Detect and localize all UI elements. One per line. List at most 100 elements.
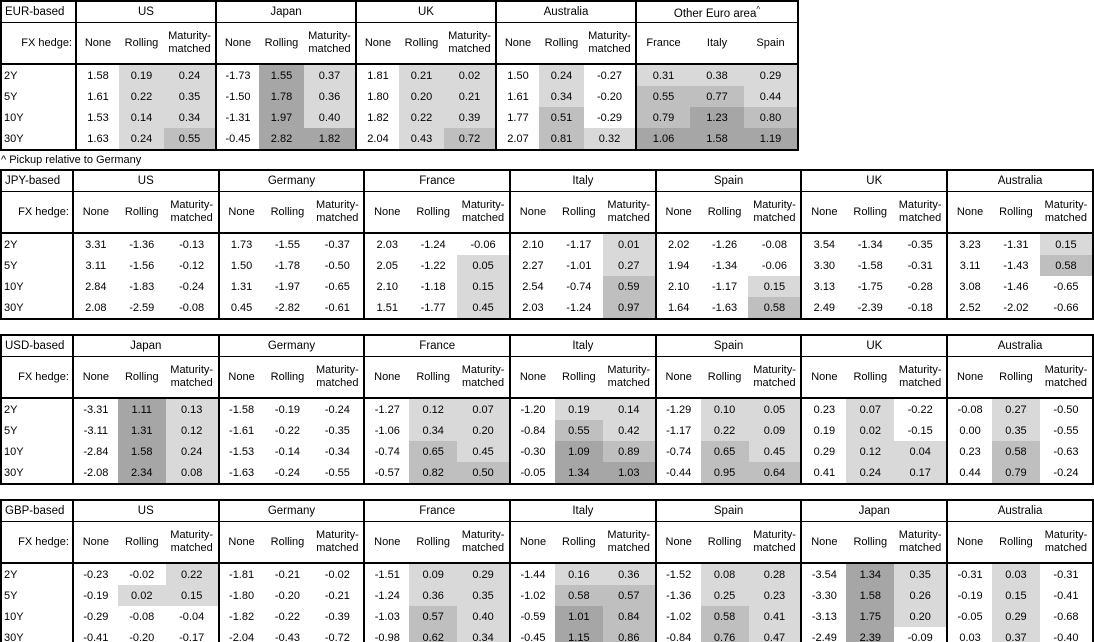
hedge-column-header: Rolling [554,521,603,564]
hedge-column-header: Maturity-matched [165,356,219,399]
hedge-column-header: Maturity-matched [748,521,802,564]
hedge-column-header: Spain [744,22,798,65]
value-cell: -1.02 [654,606,701,627]
eur-based-table: EUR-based US Japan UK Australia Other Euro ar… [0,0,799,151]
jpy-based-table: JPY-based US Germany France Italy Spain UK Aust… [0,169,1094,320]
value-cell: 1.75 [846,606,895,627]
value-cell: 0.58 [992,441,1040,462]
value-cell: -3.31 [71,398,118,420]
value-cell: 0.08 [165,462,219,484]
country-name: US [138,6,154,18]
hedge-column-header: None [509,191,555,234]
value-cell: 0.03 [992,563,1040,585]
value-cell: -0.24 [324,403,350,416]
value-cell: -2.49 [800,627,847,642]
hedge-column-header: Maturity-matched [457,356,511,399]
fx-hedge-label: FX hedge: [1,22,76,65]
value-cell: -1.51 [363,563,410,585]
country-header: Australia [946,335,1093,357]
value-cell: 0.19 [119,64,164,86]
fx-hedge-label: FX hedge: [1,356,73,399]
value-cell: -1.02 [509,585,555,606]
value-cell: -1.81 [217,563,264,585]
hedge-column-header: Rolling [992,191,1040,234]
country-header: UK [800,335,948,357]
value-cell: -1.75 [857,280,883,293]
value-cell: 0.23 [748,585,802,606]
hedge-column-header: Maturity-matched [602,356,656,399]
value-cell: -0.08 [129,610,155,623]
country-header: UK [800,170,948,192]
value-cell: -0.05 [509,462,555,484]
value-cell: 0.15 [1039,233,1093,255]
value-cell: 0.24 [539,64,584,86]
value-cell: -1.53 [217,441,264,462]
hedge-column-header: None [215,22,259,65]
value-cell: 0.19 [554,398,603,420]
value-cell: -1.34 [857,238,883,251]
country-header: Australia [946,500,1093,522]
value-cell: 0.43 [399,128,444,150]
value-cell: -0.55 [324,466,350,479]
value-cell: 0.28 [748,563,802,585]
value-cell: -1.26 [712,238,738,251]
hedge-column-header: Maturity-matched [165,521,219,564]
hedge-column-header: Rolling [700,521,749,564]
value-cell: 0.07 [846,398,895,420]
country-header: Japan [800,500,948,522]
value-cell: -0.27 [596,69,623,82]
value-cell: 0.05 [457,255,511,276]
tenor-label: 30Y [4,301,24,314]
hedge-column-header: Rolling [554,356,603,399]
value-cell: 0.34 [164,107,216,128]
value-cell: 0.13 [165,398,219,420]
value-cell: 2.34 [117,462,166,484]
value-cell: 0.84 [602,606,656,627]
value-cell: 1.09 [554,441,603,462]
hedge-column-header: None [654,356,701,399]
hedge-column-header: Maturity-matched [748,191,802,234]
value-cell: -1.73 [215,64,259,86]
value-cell: 0.41 [748,606,802,627]
value-cell: 2.05 [363,255,410,276]
value-cell: -0.40 [1053,631,1079,642]
value-cell: -3.30 [800,585,847,606]
value-cell: 0.79 [635,107,690,128]
value-cell: -0.24 [179,280,205,293]
value-cell: 2.10 [654,276,701,297]
value-cell: -0.45 [215,128,259,150]
value-cell: -1.20 [509,398,555,420]
value-cell: 0.23 [800,398,847,420]
value-cell: 0.23 [946,441,993,462]
value-cell: -0.72 [324,631,350,642]
hedge-column-header: Rolling [259,22,304,65]
value-cell: -0.55 [1053,424,1079,437]
value-cell: 0.02 [117,585,166,606]
value-cell: -0.04 [179,610,205,623]
country-header: US [75,1,216,23]
value-cell: -0.20 [274,589,300,602]
tenor-label: 10Y [4,111,24,124]
value-cell: 0.08 [700,563,749,585]
value-cell: -3.54 [800,563,847,585]
value-cell: -0.44 [654,462,701,484]
value-cell: 0.15 [992,585,1040,606]
value-cell: 2.04 [355,128,399,150]
value-cell: 0.25 [700,585,749,606]
value-cell: -1.06 [363,420,410,441]
value-cell: 0.35 [457,585,511,606]
value-cell: -1.24 [566,301,592,314]
value-cell: -1.63 [217,462,264,484]
value-cell: -1.63 [712,301,738,314]
value-cell: -1.82 [217,606,264,627]
value-cell: -0.13 [179,238,205,251]
value-cell: -1.44 [509,563,555,585]
value-cell: 3.54 [800,233,847,255]
hedge-column-header: Rolling [263,191,312,234]
value-cell: 0.31 [635,64,690,86]
value-cell: -0.20 [129,631,155,642]
tenor-label: 5Y [4,424,18,437]
value-cell: 0.34 [457,627,511,642]
value-cell: 3.31 [71,233,118,255]
